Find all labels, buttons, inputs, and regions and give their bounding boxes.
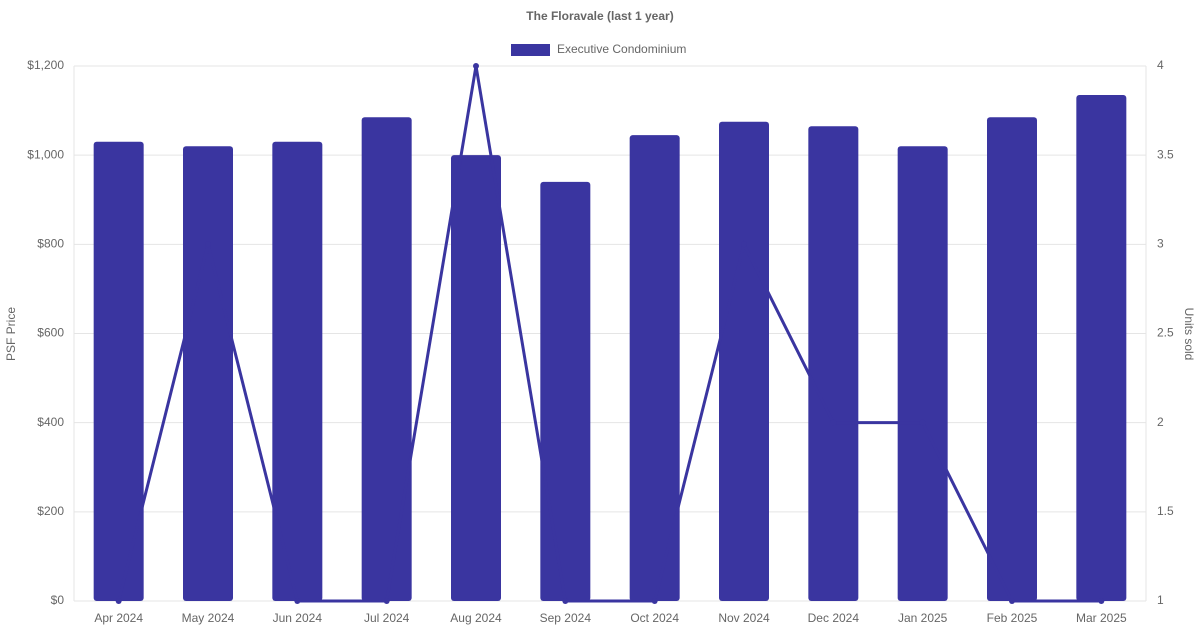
x-tick-label: Aug 2024 (450, 611, 502, 625)
line-point (919, 419, 926, 426)
line-point (473, 63, 479, 69)
y-tick-label: $200 (37, 504, 64, 518)
line-point (205, 241, 211, 248)
y-tick-label: $800 (37, 237, 64, 251)
y-tick-label: $600 (37, 326, 64, 340)
bar (987, 117, 1037, 601)
bar (1076, 94, 1127, 602)
x-tick-label: Mar 2025 (1076, 611, 1127, 625)
bar (540, 181, 591, 601)
y2-tick-label: 3 (1157, 237, 1164, 251)
x-tick-label: Nov 2024 (718, 611, 770, 625)
y2-tick-label: 3.5 (1157, 147, 1174, 161)
x-tick-label: May 2024 (182, 611, 235, 625)
y2-tick-label: 4 (1157, 58, 1164, 72)
x-tick-label: Oct 2024 (630, 611, 679, 625)
line-point (115, 598, 122, 604)
bar (629, 135, 680, 601)
line-point (1098, 598, 1105, 604)
legend-label: Executive Condominium (557, 42, 686, 56)
y-tick-label: $0 (51, 593, 65, 607)
line-point (294, 598, 301, 604)
y2-axis-title: Units sold (1182, 308, 1196, 361)
bar (719, 121, 769, 602)
line (117, 65, 1102, 603)
chart-title: The Floravale (last 1 year) (526, 9, 673, 23)
y-tick-label: $400 (37, 415, 64, 429)
y2-tick-label: 2 (1157, 415, 1164, 429)
x-tick-label: Feb 2025 (987, 611, 1038, 625)
line-point (830, 419, 837, 426)
y-tick-label: $1,000 (27, 147, 64, 161)
legend-swatch (511, 44, 550, 56)
bar (93, 141, 144, 601)
y2-tick-label: 1 (1157, 593, 1164, 607)
bar (361, 117, 412, 601)
x-tick-label: Dec 2024 (808, 611, 860, 625)
line-point (562, 598, 569, 604)
y-tick-label: $1,200 (27, 58, 64, 72)
line-point (1009, 598, 1015, 604)
bar (272, 141, 323, 601)
x-tick-label: Jan 2025 (898, 611, 948, 625)
bar (451, 155, 501, 601)
x-tick-label: Sep 2024 (540, 611, 592, 625)
x-tick-label: Jun 2024 (273, 611, 323, 625)
y2-tick-label: 2.5 (1157, 326, 1174, 340)
line-point (383, 598, 390, 604)
x-tick-label: Jul 2024 (364, 611, 410, 625)
x-tick-label: Apr 2024 (94, 611, 143, 625)
y2-tick-label: 1.5 (1157, 504, 1174, 518)
bar (897, 146, 948, 601)
line-point (741, 241, 747, 248)
y-axis-title: PSF Price (4, 307, 18, 361)
bar (183, 146, 233, 601)
line-point (651, 598, 658, 604)
bar (808, 126, 859, 601)
